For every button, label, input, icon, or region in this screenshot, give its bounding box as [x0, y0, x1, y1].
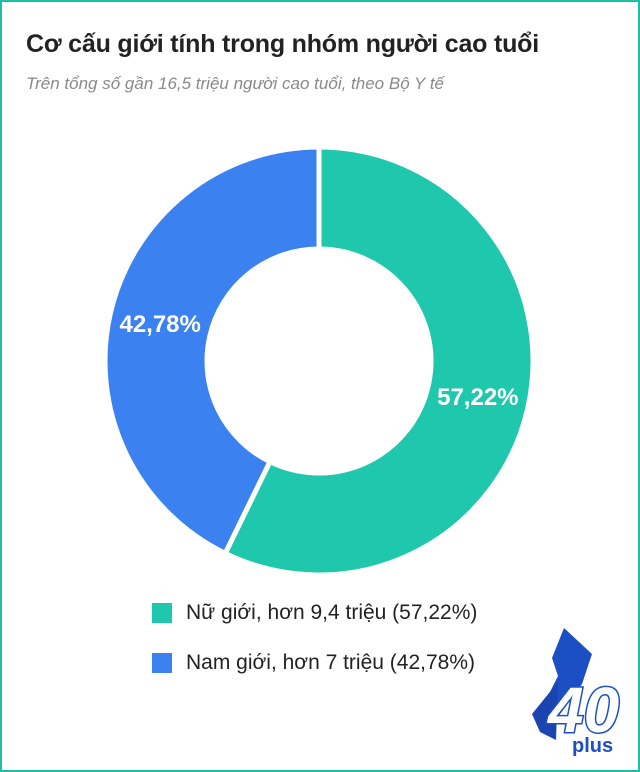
legend-swatch-female	[152, 603, 172, 623]
logo-number: 40	[546, 674, 619, 746]
chart-legend: Nữ giới, hơn 9,4 triệu (57,22%) Nam giới…	[152, 600, 477, 700]
logo-flag-shadow	[532, 682, 558, 740]
legend-label-male: Nam giới, hơn 7 triệu (42,78%)	[186, 651, 475, 674]
data-label-female: 57,22%	[437, 384, 518, 411]
legend-swatch-male	[152, 653, 172, 673]
slice-female	[221, 144, 536, 578]
legend-item-male: Nam giới, hơn 7 triệu (42,78%)	[152, 650, 477, 676]
chart-subtitle: Trên tổng số gần 16,5 triệu người cao tu…	[26, 74, 444, 93]
donut-labels: 57,22% 42,78%	[119, 311, 518, 411]
40plus-logo-icon: 40 plus	[532, 628, 621, 756]
donut-chart: 57,22% 42,78%	[102, 144, 536, 578]
logo-text: plus	[572, 735, 613, 756]
legend-label-female: Nữ giới, hơn 9,4 triệu (57,22%)	[186, 601, 478, 624]
donut-slices	[102, 144, 536, 578]
data-label-male: 42,78%	[119, 311, 200, 338]
slice-male	[102, 144, 322, 557]
chart-title: Cơ cấu giới tính trong nhóm người cao tu…	[26, 30, 539, 58]
legend-item-female: Nữ giới, hơn 9,4 triệu (57,22%)	[152, 600, 477, 626]
